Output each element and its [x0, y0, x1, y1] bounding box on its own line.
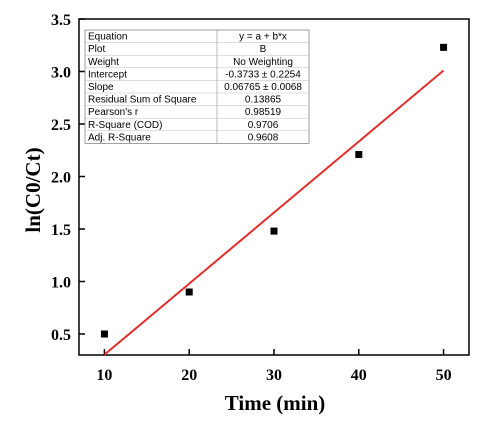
stats-row-value: B: [260, 44, 267, 55]
x-axis-title: Time (min): [225, 391, 326, 415]
stats-row-value: -0.3733 ± 0.2254: [225, 69, 301, 80]
y-tick-label: 2.0: [51, 170, 71, 187]
stats-row-label: Pearson's r: [88, 107, 139, 118]
stats-row-label: Equation: [88, 32, 127, 43]
x-tick-label: 10: [96, 367, 112, 384]
y-axis-title: ln(C0/Ct): [21, 147, 45, 232]
x-tick-label: 20: [181, 367, 197, 384]
fit-line: [103, 69, 445, 356]
stats-row-label: Adj. R-Square: [88, 132, 151, 143]
stats-row-value: 0.06765 ± 0.0068: [224, 82, 302, 93]
data-point: [185, 288, 193, 296]
stats-row-label: R-Square (COD): [88, 120, 162, 131]
stats-table-frame: [84, 29, 310, 144]
stats-row-label: Plot: [88, 44, 105, 55]
stats-table: Equation y = a + b*x Plot B Weight No Weighti…: [84, 29, 310, 144]
y-tick-label: 0.5: [51, 327, 71, 344]
data-point: [440, 43, 448, 51]
stats-row-label: Weight: [88, 57, 119, 68]
x-tick-label: 50: [436, 367, 452, 384]
data-point: [100, 330, 108, 338]
axes: 10 20 30 40 50 0.5 1.0 1.5 2.0 2.5 3.0 3.5: [51, 12, 470, 384]
stats-row-label: Slope: [88, 82, 114, 93]
y-tick-label: 1.0: [51, 275, 71, 292]
stats-row-value: y = a + b*x: [239, 32, 287, 43]
data-points: [100, 43, 448, 338]
stats-row-value: 0.9608: [248, 132, 279, 143]
stats-row-value: No Weighting: [233, 57, 293, 68]
y-tick-label: 1.5: [51, 222, 71, 239]
stats-row-label: Intercept: [88, 69, 127, 80]
stats-row-value: 0.9706: [248, 120, 279, 131]
fit-line-layer: [103, 69, 445, 356]
stats-row-value: 0.98519: [245, 107, 282, 118]
data-point: [355, 150, 363, 158]
data-point: [270, 227, 278, 235]
y-tick-label: 2.5: [51, 117, 71, 134]
y-tick-label: 3.5: [51, 12, 71, 29]
x-tick-label: 40: [351, 367, 367, 384]
stats-row-label: Residual Sum of Square: [88, 95, 197, 106]
x-tick-label: 30: [266, 367, 282, 384]
y-tick-label: 3.0: [51, 65, 71, 82]
stats-row-value: 0.13865: [245, 95, 282, 106]
